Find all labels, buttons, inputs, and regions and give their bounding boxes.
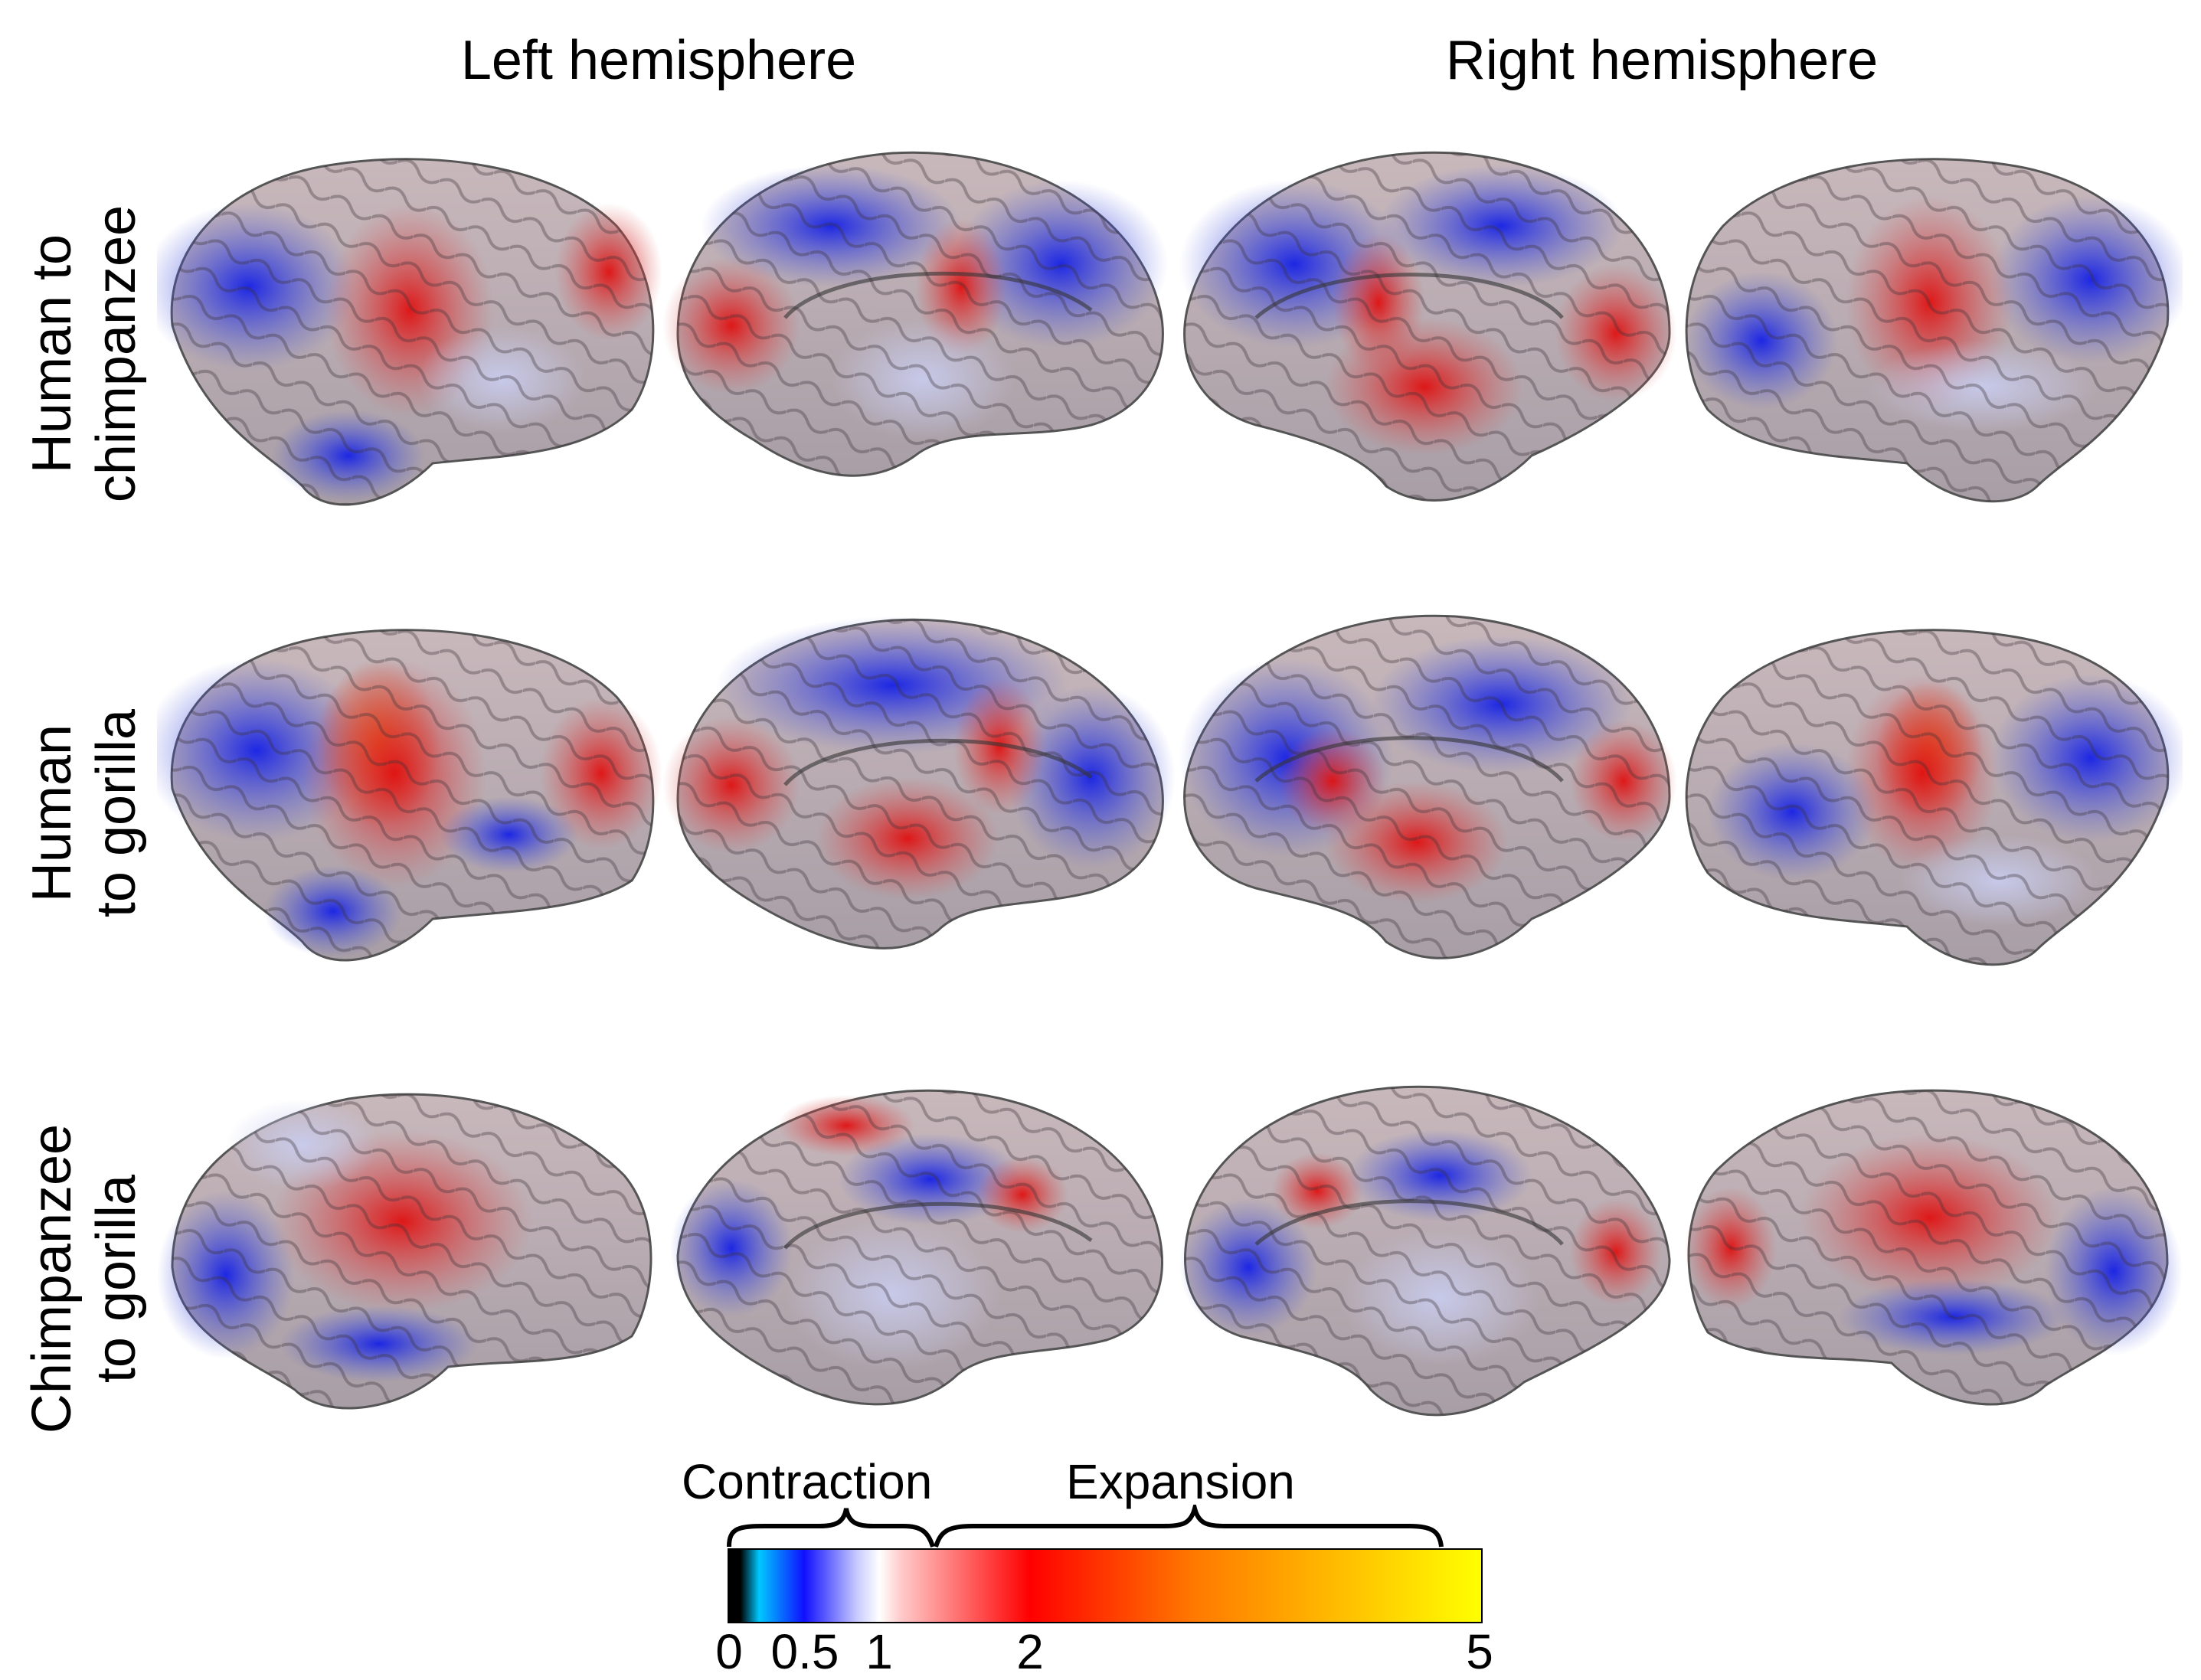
expansion-label: Expansion <box>1066 1454 1295 1509</box>
tick-label-0: 0 <box>715 1624 743 1679</box>
contraction-label: Contraction <box>682 1454 933 1509</box>
brain-chimp-gorilla-right-lateral <box>1685 1089 2183 1406</box>
brain-chimp-gorilla-right-medial <box>1179 1085 1671 1417</box>
brain-human-chimp-left-lateral <box>157 158 662 506</box>
left-hemisphere-header: Left hemisphere <box>460 30 857 91</box>
right-hemisphere-header: Right hemisphere <box>1445 30 1879 91</box>
tick-label-0-5: 0.5 <box>770 1624 839 1679</box>
brain-human-chimp-right-lateral <box>1685 158 2183 503</box>
brain-human-gorilla-left-lateral <box>157 629 662 962</box>
tick-label-5: 5 <box>1466 1624 1493 1679</box>
brain-chimp-gorilla-left-medial <box>670 1089 1163 1406</box>
brain-human-chimp-right-medial <box>1179 151 1677 502</box>
colorbar-braces <box>727 1505 1444 1548</box>
brain-human-gorilla-right-lateral <box>1685 629 2183 966</box>
tick-label-2: 2 <box>1016 1624 1044 1679</box>
brain-chimp-gorilla-left-lateral <box>157 1093 652 1410</box>
row-label-human-chimpanzee: Human to chimpanzee <box>21 204 147 503</box>
colorbar <box>728 1548 1483 1623</box>
brain-human-gorilla-right-medial <box>1179 614 1677 959</box>
tick-label-1: 1 <box>865 1624 893 1679</box>
row-label-chimpanzee-gorilla: Chimpanzee to gorilla <box>21 1123 147 1434</box>
brain-human-chimp-left-medial <box>662 151 1168 477</box>
brain-human-gorilla-left-medial <box>662 616 1176 949</box>
row-label-human-gorilla: Human to gorilla <box>21 708 147 918</box>
